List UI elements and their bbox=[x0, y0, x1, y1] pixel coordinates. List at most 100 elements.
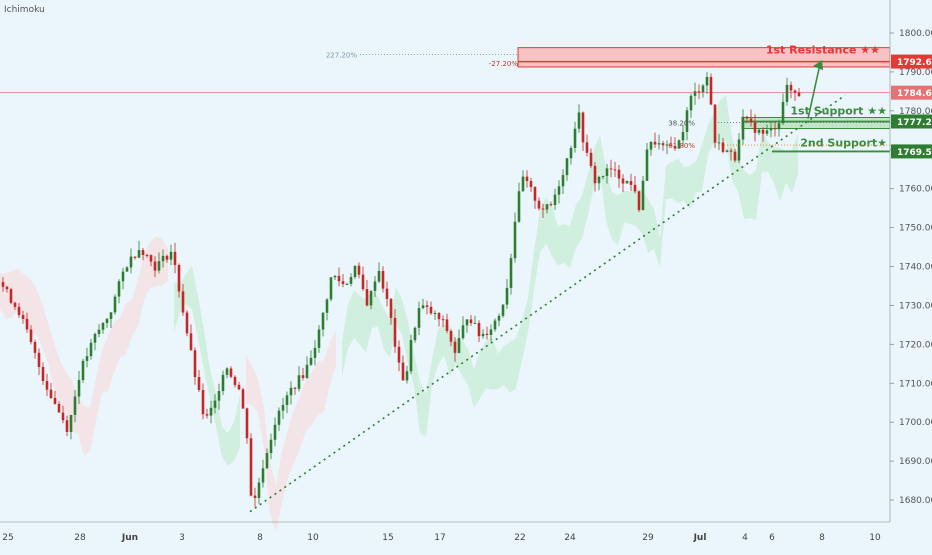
x-tick-6: 15 bbox=[382, 533, 393, 543]
candle-43 bbox=[173, 242, 177, 274]
candle-58 bbox=[233, 375, 237, 388]
candle-66 bbox=[265, 448, 269, 469]
candle-12 bbox=[49, 382, 53, 399]
candle-176 bbox=[705, 71, 709, 94]
x-tick-15: 10 bbox=[869, 533, 881, 543]
candles bbox=[1, 71, 801, 507]
x-tick-14: 8 bbox=[819, 533, 825, 543]
candle-151 bbox=[605, 163, 609, 184]
candle-162 bbox=[649, 141, 653, 156]
candle-110 bbox=[441, 315, 445, 328]
candle-192 bbox=[769, 122, 773, 138]
x-tick-13: 6 bbox=[769, 533, 775, 543]
candle-5 bbox=[21, 310, 25, 324]
candle-50 bbox=[201, 383, 205, 420]
candle-124 bbox=[497, 313, 501, 327]
candle-7 bbox=[29, 325, 33, 345]
y-tick-2: 1700.00 bbox=[899, 418, 932, 428]
candle-89 bbox=[357, 262, 361, 279]
candle-164 bbox=[657, 134, 661, 150]
candle-179 bbox=[717, 133, 721, 151]
cloud-bear-0 bbox=[0, 236, 168, 456]
candle-6 bbox=[25, 312, 29, 333]
candle-105 bbox=[421, 298, 425, 310]
candle-111 bbox=[445, 313, 449, 334]
candle-101 bbox=[405, 365, 409, 384]
candle-55 bbox=[221, 370, 225, 396]
candle-145 bbox=[581, 111, 585, 151]
candle-13 bbox=[53, 390, 57, 405]
x-tick-10: 29 bbox=[642, 533, 654, 543]
price-axis[interactable]: 1680.00 1690.00 1700.00 1710.00 1720.00 1730.… bbox=[889, 0, 932, 550]
candle-76 bbox=[305, 356, 309, 379]
candle-77 bbox=[309, 350, 313, 367]
candle-174 bbox=[697, 84, 701, 100]
candle-81 bbox=[325, 298, 329, 321]
candle-107 bbox=[429, 301, 433, 315]
candle-96 bbox=[385, 281, 389, 307]
y-tick-1: 1690.00 bbox=[899, 457, 932, 467]
candle-155 bbox=[621, 174, 625, 193]
candle-49 bbox=[197, 369, 201, 392]
candle-193 bbox=[773, 121, 777, 137]
candle-195 bbox=[781, 93, 785, 126]
candle-31 bbox=[125, 266, 129, 272]
candle-122 bbox=[489, 324, 493, 342]
x-tick-4: 8 bbox=[257, 533, 263, 543]
x-tick-2: Jun bbox=[121, 533, 138, 543]
candle-97 bbox=[389, 298, 393, 325]
candle-140 bbox=[561, 169, 565, 195]
candle-47 bbox=[189, 324, 193, 351]
time-axis[interactable]: 25 28 Jun 3 8 10 15 17 22 24 29 Jul 4 6 8 10 bbox=[0, 521, 890, 543]
candle-24 bbox=[97, 324, 101, 338]
candle-54 bbox=[217, 383, 221, 410]
candle-147 bbox=[589, 148, 593, 169]
candle-32 bbox=[129, 248, 133, 274]
candle-16 bbox=[65, 415, 69, 437]
candle-123 bbox=[493, 318, 497, 332]
x-tick-8: 22 bbox=[514, 533, 525, 543]
candle-180 bbox=[721, 138, 725, 154]
candle-93 bbox=[373, 276, 377, 297]
candle-120 bbox=[481, 329, 485, 339]
candle-170 bbox=[681, 124, 685, 148]
x-tick-11: Jul bbox=[693, 533, 707, 543]
candle-21 bbox=[85, 347, 89, 368]
candle-196 bbox=[785, 77, 789, 106]
candle-115 bbox=[461, 316, 465, 340]
candle-73 bbox=[293, 386, 297, 395]
candle-27 bbox=[109, 312, 113, 329]
candle-64 bbox=[257, 477, 261, 504]
candle-85 bbox=[341, 274, 345, 288]
candle-86 bbox=[345, 282, 349, 286]
x-tick-7: 17 bbox=[434, 533, 445, 543]
candle-134 bbox=[537, 197, 541, 211]
candle-74 bbox=[297, 366, 301, 392]
candle-23 bbox=[93, 332, 97, 351]
y-tick-7: 1750.00 bbox=[899, 224, 932, 234]
candle-8 bbox=[33, 339, 37, 359]
candle-154 bbox=[617, 165, 621, 188]
indicator-label: Ichimoku bbox=[4, 5, 45, 15]
candle-131 bbox=[525, 170, 529, 188]
candle-75 bbox=[301, 367, 305, 381]
candle-148 bbox=[593, 162, 597, 192]
horizontal-levels: 1st Resistance ★★ 1st Support ★★ 2nd Suppo… bbox=[0, 44, 891, 153]
candle-45 bbox=[181, 283, 185, 316]
candle-149 bbox=[597, 175, 601, 191]
candle-191 bbox=[765, 124, 769, 136]
candle-163 bbox=[653, 132, 657, 148]
candle-150 bbox=[601, 175, 605, 180]
candle-112 bbox=[449, 329, 453, 347]
cloud-bull-1 bbox=[342, 95, 798, 437]
support-1-zone bbox=[741, 116, 891, 129]
price-badge-1: 1784.67 bbox=[897, 89, 932, 99]
candle-159 bbox=[637, 190, 641, 213]
candle-71 bbox=[285, 391, 289, 414]
x-tick-9: 24 bbox=[564, 533, 576, 543]
candle-182 bbox=[729, 148, 733, 161]
candle-26 bbox=[105, 318, 109, 328]
price-badge-bg-2 bbox=[891, 114, 932, 129]
